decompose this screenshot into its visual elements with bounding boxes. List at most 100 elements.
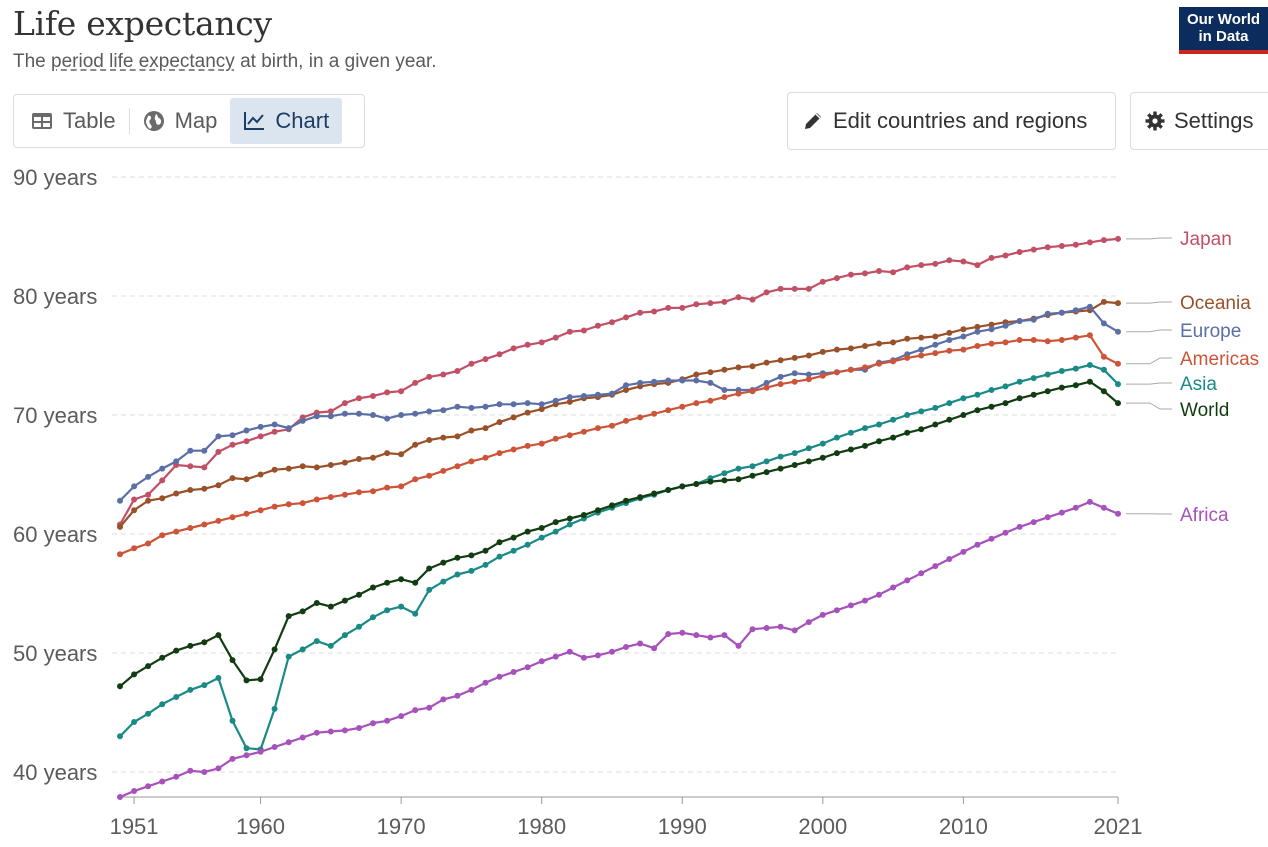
series-end-label: World: [1180, 400, 1229, 421]
owid-logo[interactable]: Our World in Data: [1179, 7, 1268, 54]
data-point: [833, 607, 840, 614]
data-point: [356, 456, 362, 462]
data-point: [974, 343, 981, 349]
subtitle-prefix: The: [13, 51, 52, 72]
data-point: [257, 507, 264, 514]
data-point: [1086, 303, 1093, 310]
data-point: [285, 425, 292, 432]
edit-countries-button[interactable]: Edit countries and regions: [787, 92, 1116, 150]
data-point: [960, 395, 967, 402]
data-point: [594, 507, 601, 514]
data-point: [243, 752, 250, 759]
data-point: [454, 571, 461, 578]
data-point: [988, 340, 995, 347]
data-point: [341, 597, 348, 604]
data-point: [1058, 509, 1065, 516]
data-point: [679, 483, 686, 490]
data-point: [1058, 337, 1065, 343]
data-point: [327, 408, 334, 415]
data-point: [468, 360, 475, 367]
data-point: [735, 465, 742, 472]
data-point: [1086, 332, 1093, 339]
data-point: [904, 577, 911, 584]
data-point: [482, 356, 489, 363]
data-point: [215, 632, 222, 639]
series-end-label: Africa: [1180, 505, 1229, 526]
data-point: [370, 412, 376, 418]
data-point: [229, 432, 236, 439]
data-point: [1058, 384, 1065, 391]
y-tick-label: 60 years: [13, 522, 97, 547]
data-point: [847, 271, 854, 278]
data-point: [665, 631, 672, 637]
data-point: [412, 707, 419, 714]
data-point: [1100, 237, 1107, 244]
data-point: [201, 521, 208, 528]
data-point: [398, 713, 405, 720]
data-point: [313, 413, 320, 420]
data-point: [819, 348, 826, 355]
data-point: [721, 298, 728, 305]
data-point: [791, 627, 798, 634]
data-point: [1086, 362, 1093, 368]
series-line: [119, 500, 1119, 799]
data-point: [974, 391, 981, 398]
data-point: [791, 370, 798, 377]
data-point: [215, 517, 222, 524]
data-point: [637, 309, 644, 316]
data-point: [243, 677, 250, 684]
x-tick-label: 1980: [517, 814, 566, 839]
data-point: [721, 477, 728, 484]
data-point: [988, 254, 995, 261]
data-point: [159, 495, 166, 502]
data-point: [749, 296, 756, 303]
data-point: [440, 371, 447, 378]
settings-button[interactable]: Settings: [1130, 92, 1268, 150]
data-point: [988, 326, 995, 333]
data-point: [510, 669, 517, 675]
data-point: [299, 646, 306, 653]
data-point: [707, 478, 714, 485]
tab-divider: [128, 108, 130, 134]
data-point: [566, 521, 573, 528]
data-point: [918, 352, 925, 359]
tab-chart[interactable]: Chart: [230, 98, 343, 144]
series-europe: [117, 303, 1121, 504]
data-point: [398, 388, 405, 395]
data-point: [876, 340, 882, 347]
data-point: [131, 496, 138, 503]
tab-table[interactable]: Table: [18, 98, 129, 144]
data-point: [932, 260, 939, 267]
view-tabs: Table Map Chart: [13, 94, 365, 148]
data-point: [609, 648, 615, 655]
data-point: [341, 410, 348, 417]
data-point: [1044, 371, 1051, 378]
data-point: [299, 463, 306, 470]
data-point: [384, 389, 391, 396]
data-point: [847, 366, 854, 373]
data-point: [524, 528, 531, 535]
data-point: [805, 619, 812, 626]
data-point: [440, 578, 447, 585]
data-point: [215, 765, 222, 772]
data-point: [1016, 378, 1023, 385]
data-point: [1030, 391, 1037, 398]
table-icon: [32, 113, 52, 129]
data-point: [1115, 381, 1121, 388]
logo-line-1: Our World: [1186, 11, 1261, 28]
data-point: [960, 412, 967, 418]
tab-map[interactable]: Map: [130, 98, 231, 144]
data-point: [243, 510, 250, 517]
data-point: [117, 733, 123, 740]
x-tick-label: 1970: [377, 814, 426, 839]
definition-link[interactable]: period life expectancy: [51, 51, 235, 72]
series-end-label: Americas: [1180, 349, 1259, 370]
data-point: [201, 464, 208, 471]
data-point: [721, 387, 728, 393]
data-point: [187, 463, 194, 470]
data-point: [131, 788, 138, 794]
data-point: [1100, 366, 1107, 373]
data-point: [693, 632, 700, 639]
label-connector: [1126, 237, 1172, 240]
data-point: [946, 257, 953, 264]
